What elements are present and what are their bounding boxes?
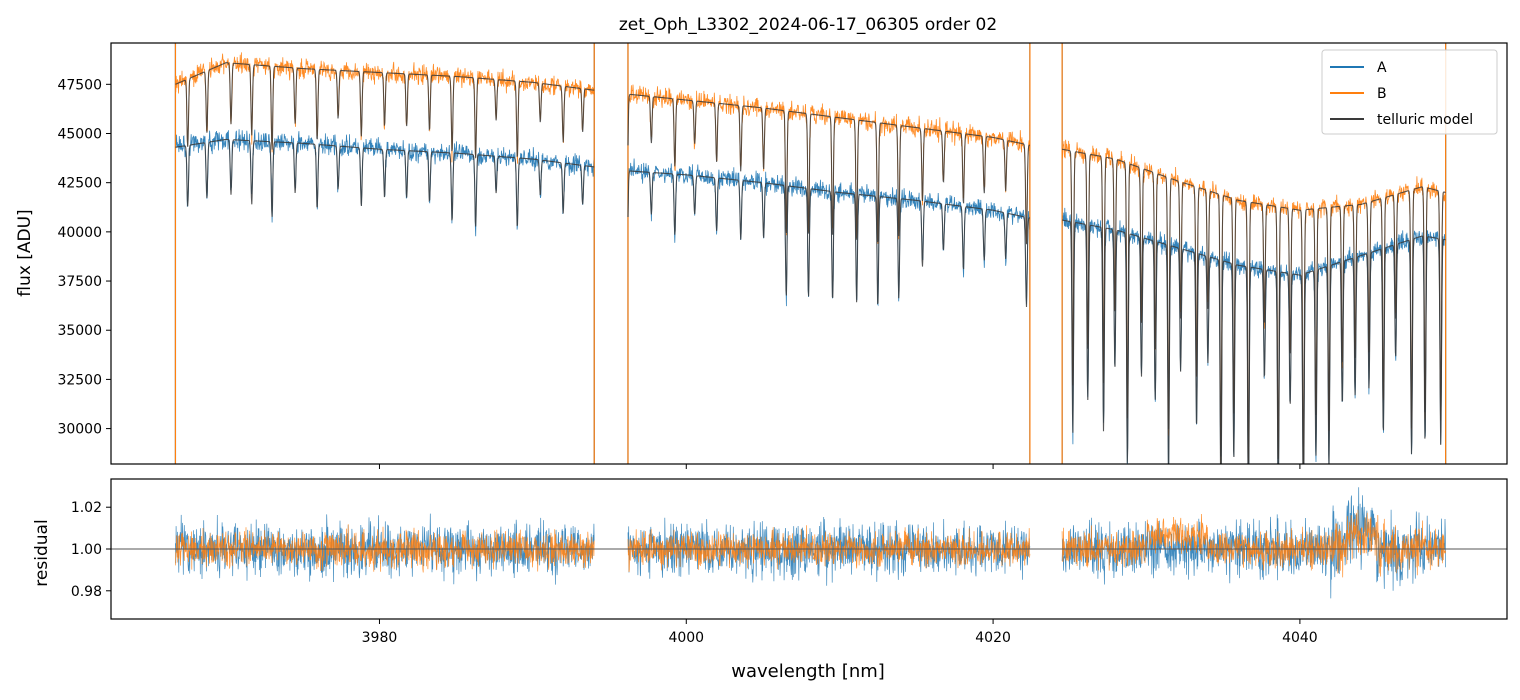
top-ytick-label: 40000 <box>57 225 102 241</box>
top-ytick-label: 30000 <box>57 422 102 438</box>
series-b-segment-2 <box>1061 139 1446 464</box>
legend: A B telluric model <box>1321 49 1498 135</box>
bottom-xtick-label: 4040 <box>1282 630 1318 646</box>
model-segment-1 <box>627 93 1031 245</box>
legend-box <box>1321 49 1498 135</box>
top-ytick-label: 37500 <box>57 274 102 290</box>
series-model-b <box>175 62 1446 464</box>
top-ytick-label: 42500 <box>57 176 102 192</box>
model-segment-2 <box>1061 148 1446 464</box>
model-segment-2 <box>1062 219 1446 464</box>
bottom-ytick-label: 1.00 <box>71 542 102 558</box>
model-segment-0 <box>175 138 595 227</box>
chart-title: zet_Oph_L3302_2024-06-17_06305 order 02 <box>619 15 997 35</box>
series-a-segment-1 <box>627 158 1031 307</box>
top-axes-frame <box>110 42 1508 465</box>
top-ylabel: flux [ADU] <box>15 209 35 296</box>
top-ytick-label: 32500 <box>57 372 102 388</box>
series-b-segment-1 <box>627 84 1031 244</box>
series-a-segment-2 <box>1061 207 1446 464</box>
bottom-ytick-label: 0.98 <box>71 584 102 600</box>
top-ytick-label: 45000 <box>57 126 102 142</box>
bottom-xtick-label: 4020 <box>975 630 1011 646</box>
residual-segment-2 <box>1061 487 1446 599</box>
legend-label-model: telluric model <box>1377 112 1473 128</box>
model-segment-0 <box>175 62 595 158</box>
series-b <box>174 43 1447 464</box>
legend-label-b: B <box>1377 86 1387 102</box>
top-panel: 30000 32500 35000 37500 40000 42500 45000 47500… <box>15 42 1508 469</box>
xlabel: wavelength [nm] <box>731 661 885 682</box>
top-ytick-label: 47500 <box>57 77 102 93</box>
bottom-ylabel: residual <box>32 519 52 586</box>
bottom-panel: 0.98 1.00 1.02 3980 4000 4020 4040 residual w… <box>32 478 1508 682</box>
bottom-xtick-label: 4000 <box>668 630 704 646</box>
bottom-xtick-label: 3980 <box>362 630 398 646</box>
top-ytick-label: 35000 <box>57 323 102 339</box>
model-segment-1 <box>627 170 1031 308</box>
residual-segment-0 <box>175 524 595 573</box>
series-model-a <box>175 138 1446 464</box>
legend-label-a: A <box>1377 60 1387 76</box>
bottom-ytick-label: 1.02 <box>71 500 102 516</box>
